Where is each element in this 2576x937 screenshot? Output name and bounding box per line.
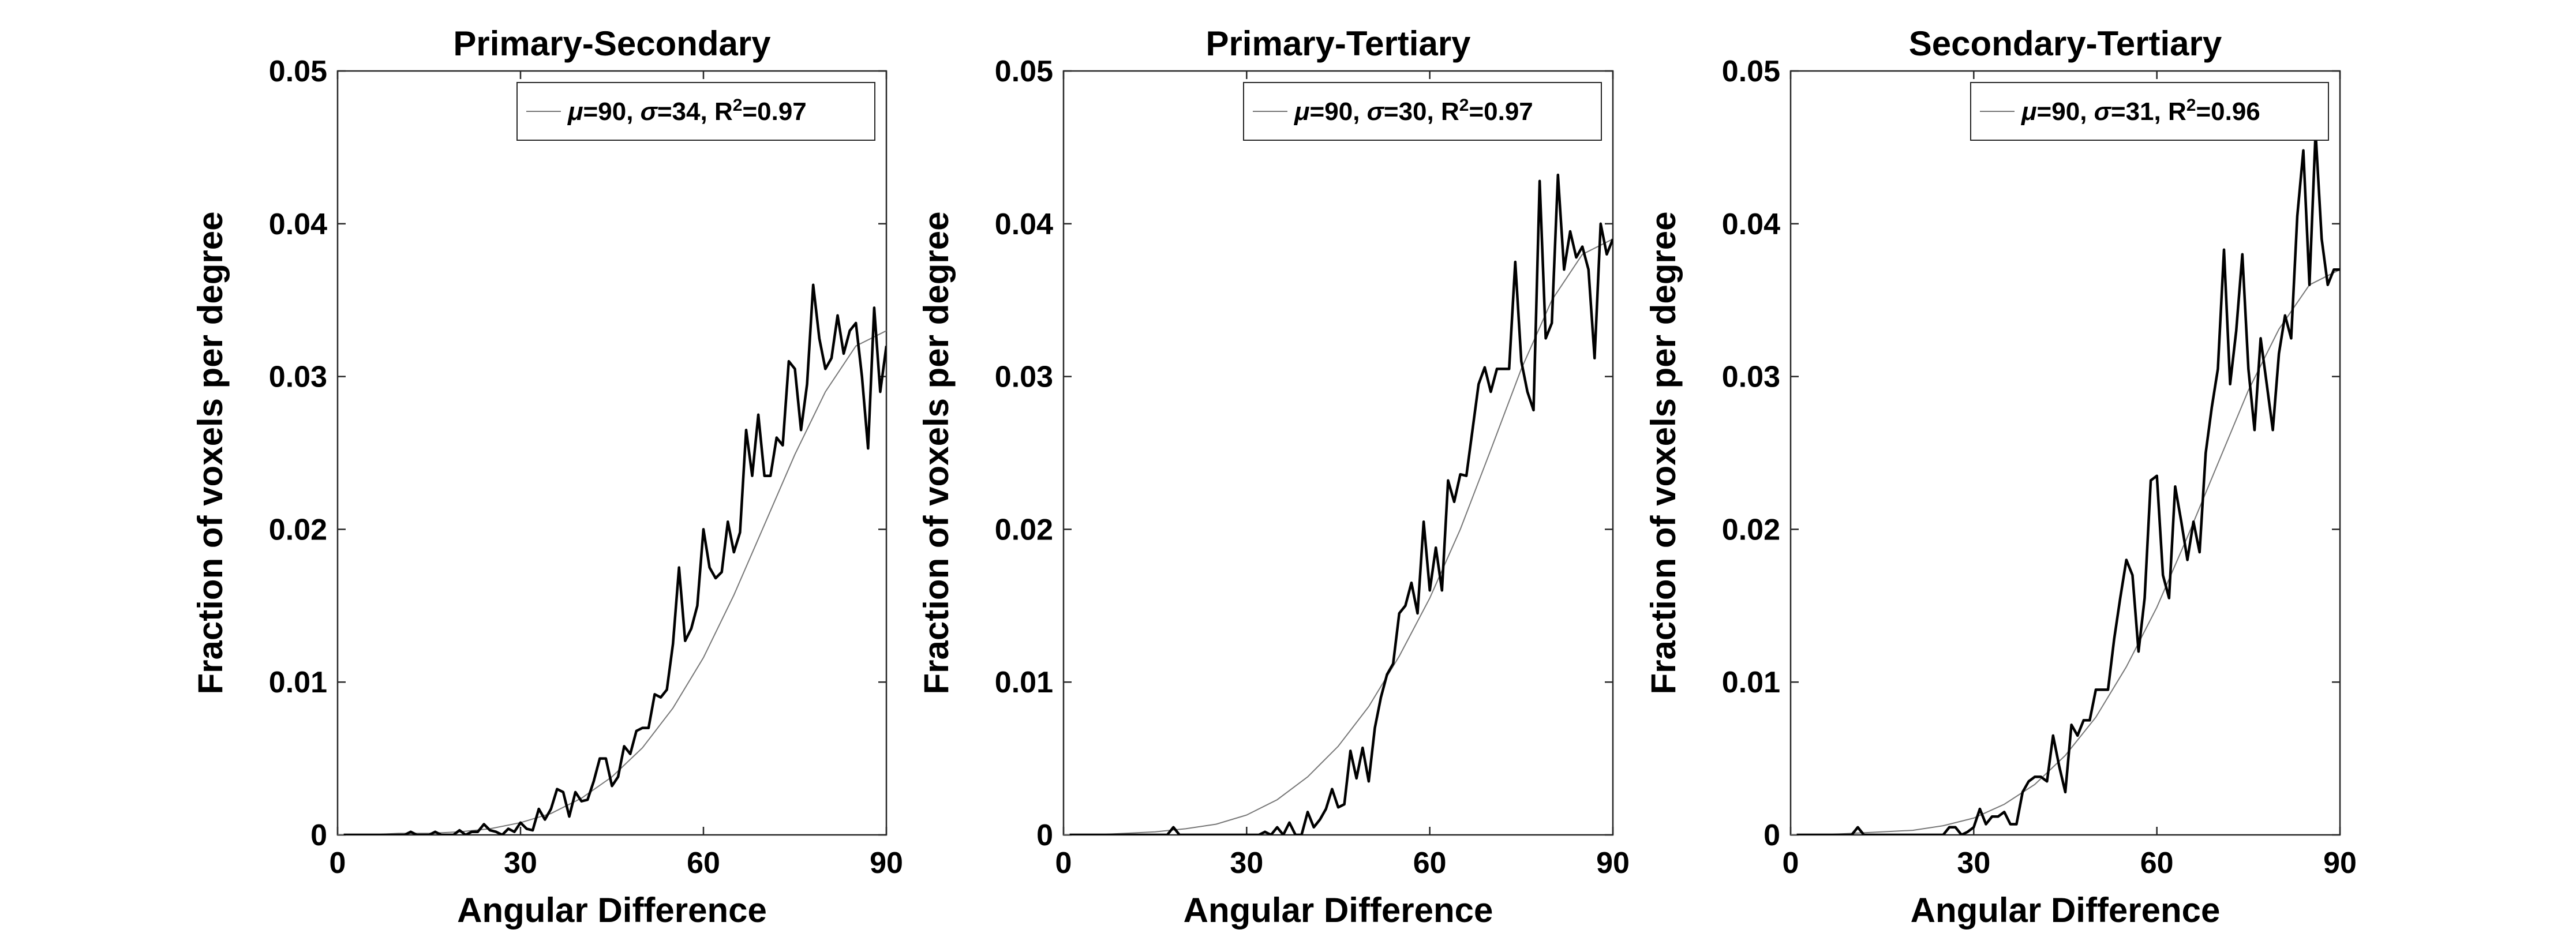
- y-tick-label: 0.02: [269, 513, 327, 546]
- y-axis-label: Fraction of voxels per degree: [191, 212, 230, 695]
- y-tick-label: 0.04: [995, 208, 1053, 241]
- y-tick-label: 0.01: [995, 666, 1053, 699]
- y-tick-label: 0.05: [1722, 55, 1780, 88]
- y-tick-label: 0.01: [269, 666, 327, 699]
- axes-box: [336, 70, 888, 836]
- x-tick-label: 90: [870, 846, 903, 880]
- legend-r2-value: 0.96: [2211, 98, 2260, 126]
- legend-sigma-value: 34: [672, 98, 701, 126]
- fit-curve: [1064, 238, 1613, 835]
- fit-curve: [338, 330, 886, 835]
- fit-curve: [1791, 269, 2340, 835]
- legend-equals: =: [583, 98, 598, 126]
- legend-mu-value: 90: [2051, 98, 2080, 126]
- legend-mu-value: 90: [598, 98, 626, 126]
- legend: μ=90, σ=31, R2=0.96: [1970, 82, 2329, 141]
- legend-mu-symbol: μ: [567, 98, 583, 126]
- legend-equals: =: [2196, 98, 2211, 126]
- legend-equals: =: [2111, 98, 2126, 126]
- legend-r-symbol: , R: [1427, 98, 1459, 126]
- x-tick-label: 60: [687, 846, 720, 880]
- y-tick-label: 0.04: [269, 208, 327, 241]
- legend-sep: ,: [626, 98, 640, 126]
- legend-equals: =: [657, 98, 672, 126]
- legend-sigma-symbol: σ: [641, 98, 658, 126]
- x-tick-label: 0: [1055, 846, 1072, 880]
- y-tick-label: 0.05: [995, 55, 1053, 88]
- x-tick-label: 30: [1957, 846, 1990, 880]
- chart-panel-3: Secondary-Tertiary 0 30 60 90 0 0.01 0.02 0.03 0.…: [1644, 24, 2357, 929]
- legend-r-superscript: 2: [2186, 96, 2196, 115]
- axes-box: [1789, 70, 2341, 836]
- x-tick-label: 60: [2140, 846, 2174, 880]
- x-tick-label: 90: [1596, 846, 1630, 880]
- legend-r2-value: 0.97: [1484, 98, 1533, 126]
- x-tick-label: 0: [1783, 846, 1799, 880]
- legend-box: [1243, 82, 1602, 141]
- legend-r2-value: 0.97: [757, 98, 807, 126]
- y-tick-label: 0.02: [1722, 513, 1780, 546]
- legend-r-superscript: 2: [1459, 96, 1469, 115]
- y-axis-label: Fraction of voxels per degree: [1644, 212, 1683, 695]
- legend-r-symbol: , R: [701, 98, 733, 126]
- legend-equals: =: [1384, 98, 1399, 126]
- y-tick-label: 0: [310, 819, 327, 852]
- legend-r-superscript: 2: [733, 96, 743, 115]
- legend-equals: =: [1469, 98, 1484, 126]
- legend-sigma-symbol: σ: [1367, 98, 1385, 126]
- y-tick-label: 0.05: [269, 55, 327, 88]
- observed-series-line: [343, 283, 886, 835]
- y-tick-label: 0.03: [995, 361, 1053, 394]
- legend: μ=90, σ=30, R2=0.97: [1243, 82, 1602, 141]
- chart-panel-1: Primary-Secondary 0 30 60 90 0 0.01 0.02 0.03 0.0…: [191, 24, 903, 929]
- axes-box: [1062, 70, 1614, 836]
- y-tick-label: 0.01: [1722, 666, 1780, 699]
- legend-equals: =: [2037, 98, 2052, 126]
- x-axis-label: Angular Difference: [1184, 891, 1493, 929]
- observed-series-line: [1069, 173, 1613, 835]
- y-tick-label: 0.04: [1722, 208, 1780, 241]
- observed-series-line: [1796, 130, 2340, 835]
- legend-sigma-symbol: σ: [2094, 98, 2112, 126]
- chart-title: Primary-Tertiary: [1205, 24, 1471, 63]
- legend-entry: μ=90, σ=30, R2=0.97: [1293, 96, 1533, 126]
- legend-equals: =: [1310, 98, 1325, 126]
- legend-box: [1970, 82, 2329, 141]
- y-tick-label: 0: [1763, 819, 1780, 852]
- legend-r-symbol: , R: [2154, 98, 2186, 126]
- legend-entry: μ=90, σ=34, R2=0.97: [567, 96, 807, 126]
- x-tick-label: 60: [1413, 846, 1447, 880]
- legend-mu-symbol: μ: [2020, 98, 2037, 126]
- x-tick-label: 30: [504, 846, 537, 880]
- chart-panel-2: Primary-Tertiary 0 30 60 90 0 0.01 0.02 0.03 0.04…: [917, 24, 1630, 929]
- x-tick-label: 0: [330, 846, 346, 880]
- legend-box: [516, 82, 875, 141]
- x-axis-label: Angular Difference: [457, 891, 767, 929]
- chart-title: Secondary-Tertiary: [1909, 24, 2222, 63]
- y-tick-label: 0: [1036, 819, 1053, 852]
- x-tick-label: 30: [1230, 846, 1263, 880]
- legend-sigma-value: 30: [1399, 98, 1427, 126]
- chart-title: Primary-Secondary: [453, 24, 771, 63]
- legend-equals: =: [742, 98, 757, 126]
- legend-mu-value: 90: [1324, 98, 1353, 126]
- legend-entry: μ=90, σ=31, R2=0.96: [2020, 96, 2260, 126]
- y-tick-label: 0.03: [269, 361, 327, 394]
- x-axis-label: Angular Difference: [1911, 891, 2221, 929]
- legend-mu-symbol: μ: [1293, 98, 1310, 126]
- legend-sep: ,: [1353, 98, 1366, 126]
- legend-sep: ,: [2080, 98, 2094, 126]
- legend: μ=90, σ=34, R2=0.97: [516, 82, 875, 141]
- legend-sigma-value: 31: [2126, 98, 2154, 126]
- y-axis-label: Fraction of voxels per degree: [917, 212, 956, 695]
- y-tick-label: 0.02: [995, 513, 1053, 546]
- x-tick-label: 90: [2323, 846, 2357, 880]
- y-tick-label: 0.03: [1722, 361, 1780, 394]
